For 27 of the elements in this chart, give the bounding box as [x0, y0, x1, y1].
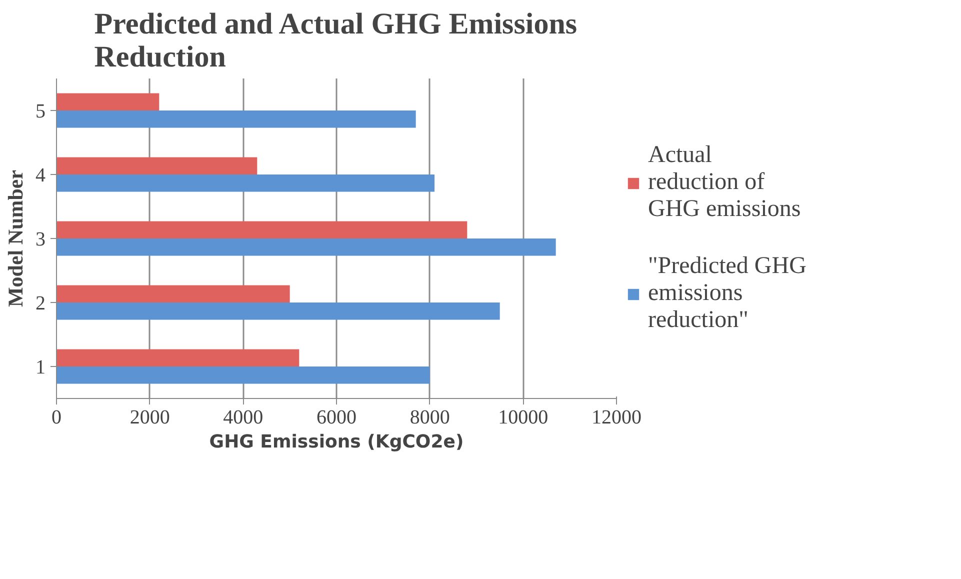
x-tick-label: 4000: [223, 406, 264, 428]
legend-label: "Predicted GHG emissions reduction": [648, 253, 806, 334]
bar: [56, 157, 258, 174]
x-tick-label: 2000: [130, 406, 170, 428]
x-tick-label: 12000: [592, 406, 642, 428]
y-tick-label: 1: [36, 356, 46, 378]
y-axis-title: Model Number: [4, 170, 28, 308]
bar: [56, 366, 430, 384]
x-tick-label: 8000: [410, 406, 450, 428]
bar: [56, 349, 300, 366]
y-tick-label: 5: [36, 100, 46, 122]
bar: [56, 93, 160, 110]
bar: [56, 285, 290, 302]
chart-title: Predicted and Actual GHG Emissions Reduction: [94, 8, 578, 74]
y-tick-label: 3: [36, 228, 46, 250]
legend-label: Actual reduction of GHG emissions: [648, 142, 801, 223]
x-tick-label: 10000: [498, 406, 548, 428]
y-tick-label: 4: [36, 164, 46, 186]
y-tick-label: 2: [36, 292, 46, 314]
bar: [56, 238, 556, 256]
bar: [56, 174, 434, 192]
bar: [56, 110, 416, 128]
bar: [56, 302, 500, 320]
x-tick-label: 0: [52, 406, 62, 428]
x-axis-title: GHG Emissions (KgCO2e): [209, 432, 464, 452]
x-tick-label: 6000: [316, 406, 356, 428]
bar: [56, 221, 468, 238]
